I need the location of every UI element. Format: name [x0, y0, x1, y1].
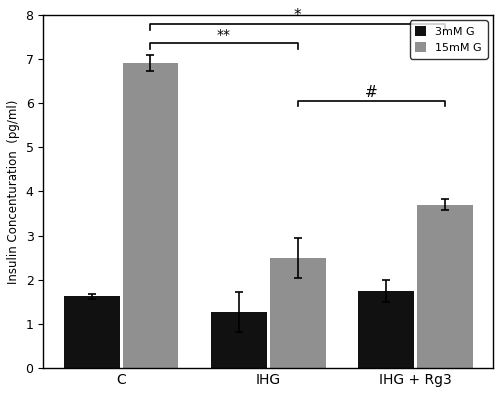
Bar	[358, 291, 414, 368]
Bar	[270, 258, 326, 368]
Text: *: *	[294, 8, 302, 23]
Bar	[64, 296, 120, 368]
Bar	[122, 63, 178, 368]
Bar	[211, 312, 266, 368]
Y-axis label: Insulin Concenturation  (pg/ml): Insulin Concenturation (pg/ml)	[7, 99, 20, 284]
Legend: 3mM G, 15mM G: 3mM G, 15mM G	[410, 20, 488, 59]
Bar	[416, 205, 472, 368]
Text: #: #	[364, 85, 378, 100]
Text: **: **	[217, 28, 231, 42]
